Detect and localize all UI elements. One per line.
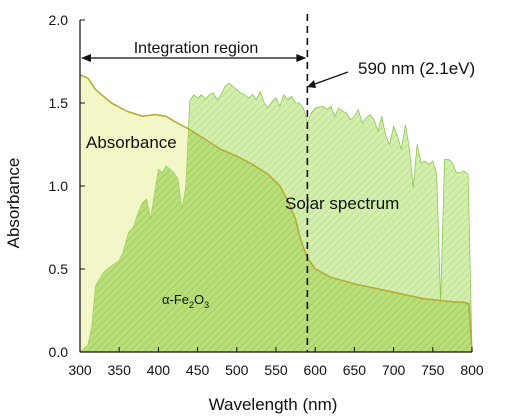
x-tick-label-400: 400 (147, 362, 171, 378)
x-tick-label-800: 800 (460, 362, 484, 378)
absorbance-curve-label: Absorbance (86, 133, 177, 152)
integration-arrow-left-head (81, 54, 91, 62)
x-tick-label-500: 500 (225, 362, 249, 378)
y-tick-label-0: 0.0 (49, 344, 69, 360)
x-tick-label-550: 550 (264, 362, 288, 378)
x-tick-label-600: 600 (304, 362, 328, 378)
cutoff-arrow-head (307, 80, 316, 88)
x-tick-label-450: 450 (186, 362, 210, 378)
solar-spectrum-label: Solar spectrum (285, 194, 399, 213)
y-ticks: 0.0 0.5 1.0 1.5 2.0 (49, 12, 85, 360)
x-ticks: 300 350 400 450 500 550 600 650 700 750 800 (68, 347, 484, 378)
material-label: α-Fe2O3 (162, 292, 209, 310)
x-tick-label-750: 750 (421, 362, 445, 378)
plot-areas (78, 74, 473, 353)
absorbance-line (79, 74, 473, 353)
material-sub-1: 2 (189, 300, 194, 310)
x-tick-label-300: 300 (68, 362, 92, 378)
integration-region-label: Integration region (134, 40, 259, 57)
material-prefix: α-Fe (162, 292, 189, 307)
y-tick-label-1: 0.5 (49, 261, 69, 277)
x-tick-label-350: 350 (108, 362, 132, 378)
y-tick-label-2: 1.0 (49, 178, 69, 194)
integration-region-arrow (81, 54, 307, 62)
cutoff-label: 590 nm (2.1eV) (358, 59, 475, 78)
y-tick-label-4: 2.0 (49, 12, 69, 28)
x-tick-label-700: 700 (382, 362, 406, 378)
cutoff-arrow-line (311, 71, 349, 86)
y-axis-title: Absorbance (4, 158, 23, 249)
material-sub-2: 3 (204, 300, 209, 310)
integration-arrow-right-head (296, 54, 307, 62)
material-mid: O (194, 292, 204, 307)
axes: 300 350 400 450 500 550 600 650 700 750 800 0.0 0.5… (49, 12, 484, 378)
x-tick-label-650: 650 (343, 362, 367, 378)
x-axis-title: Wavelength (nm) (209, 395, 338, 414)
y-tick-label-3: 1.5 (49, 95, 69, 111)
